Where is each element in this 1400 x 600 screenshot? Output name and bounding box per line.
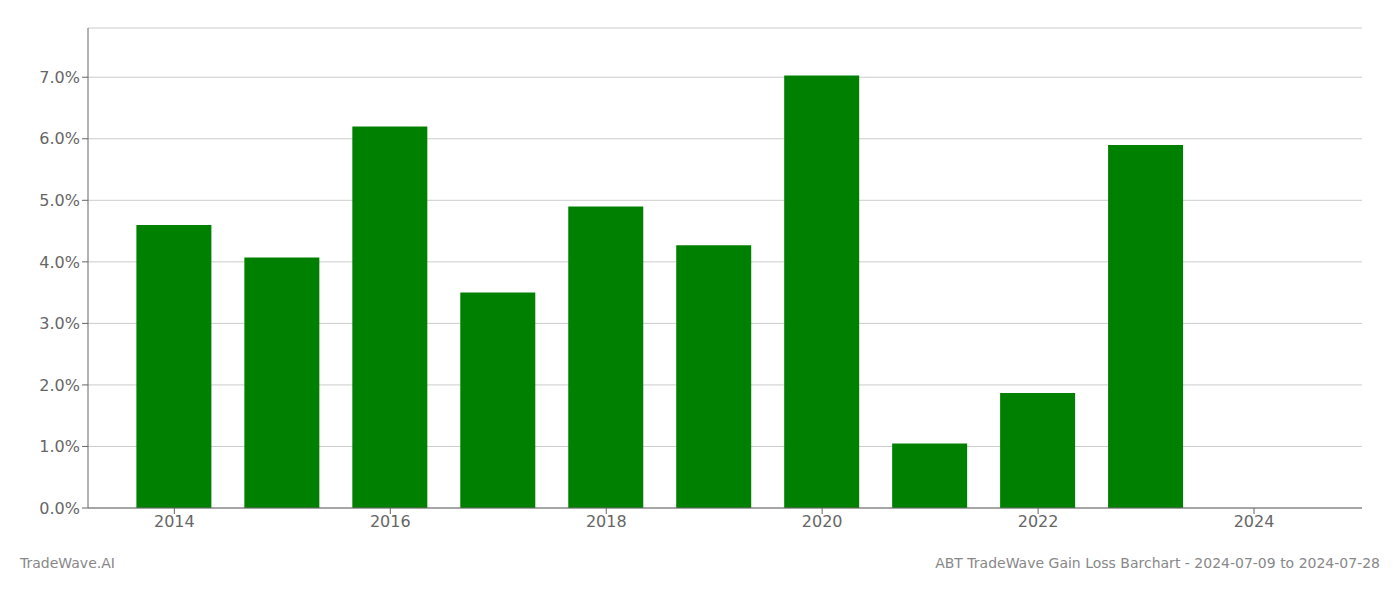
svg-text:7.0%: 7.0% [39, 68, 80, 87]
svg-text:0.0%: 0.0% [39, 499, 80, 518]
svg-text:3.0%: 3.0% [39, 314, 80, 333]
svg-text:2018: 2018 [586, 512, 627, 531]
svg-text:2022: 2022 [1018, 512, 1059, 531]
svg-text:2024: 2024 [1234, 512, 1275, 531]
svg-text:2016: 2016 [370, 512, 411, 531]
svg-text:2014: 2014 [154, 512, 195, 531]
html-text:ABT TradeWave Gain Loss Barcha: ABT TradeWave Gain Loss Barchart - 2024-… [935, 555, 1380, 571]
svg-text:1.0%: 1.0% [39, 437, 80, 456]
svg-text:2.0%: 2.0% [39, 376, 80, 395]
svg-text:2020: 2020 [802, 512, 843, 531]
svg-text:4.0%: 4.0% [39, 253, 80, 272]
html-text:TradeWave.AI: TradeWave.AI [20, 555, 115, 571]
svg-text:5.0%: 5.0% [39, 191, 80, 210]
svg-text:6.0%: 6.0% [39, 129, 80, 148]
